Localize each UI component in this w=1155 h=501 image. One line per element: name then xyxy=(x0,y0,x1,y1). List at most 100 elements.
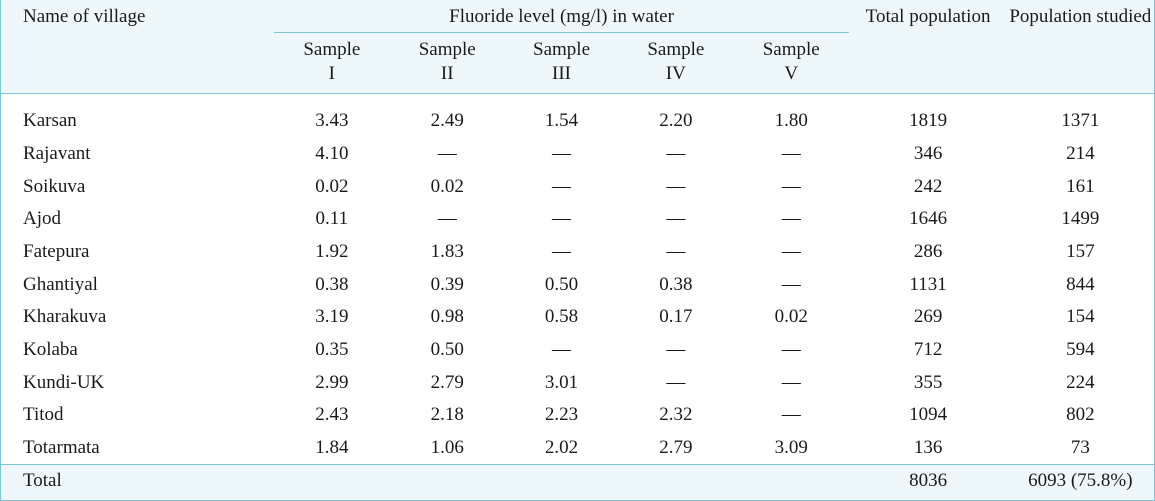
village-name-cell: Totarmata xyxy=(1,431,274,465)
total-population-cell: 1094 xyxy=(849,399,1007,432)
sample-5-cell: — xyxy=(732,137,850,171)
table-header: Name of village Fluoride level (mg/l) in… xyxy=(1,0,1154,94)
sample-4-cell: 0.38 xyxy=(618,268,733,301)
population-studied-cell: 73 xyxy=(1006,431,1154,465)
sample-4-cell: — xyxy=(618,137,733,171)
sample-3-cell: — xyxy=(504,170,619,203)
sample-4-cell: — xyxy=(618,333,733,367)
sample-1-cell: 0.38 xyxy=(273,268,391,301)
sample-1-cell: 1.92 xyxy=(273,235,391,269)
sample-3-cell: 3.01 xyxy=(504,366,619,399)
sample-2-cell: 1.06 xyxy=(390,431,505,465)
sample-3-cell: 1.54 xyxy=(504,93,619,138)
sample-1-cell: 2.99 xyxy=(273,366,391,399)
sample-2-cell: 2.79 xyxy=(390,366,505,399)
sample-1-cell: 0.02 xyxy=(273,170,391,203)
sample-5-cell: — xyxy=(732,170,850,203)
population-studied-cell: 161 xyxy=(1006,170,1154,203)
sample-2-cell: 0.02 xyxy=(390,170,505,203)
sample-1-cell: 3.43 xyxy=(273,93,391,138)
village-name-cell: Kharakuva xyxy=(1,300,274,334)
population-studied-cell: 802 xyxy=(1006,399,1154,432)
header-sample-5: Sample V xyxy=(732,32,850,94)
sample-5-cell: — xyxy=(732,333,850,367)
header-village-name: Name of village xyxy=(1,0,274,94)
total-population-cell: 1131 xyxy=(849,268,1007,301)
sample-3-cell: 2.02 xyxy=(504,431,619,465)
village-name-cell: Ajod xyxy=(1,202,274,236)
table-row: Totarmata 1.84 1.06 2.02 2.79 3.09 136 73 xyxy=(1,431,1154,465)
sample-3-cell: — xyxy=(504,202,619,236)
population-studied-cell: 1371 xyxy=(1006,93,1154,138)
header-sample-4: Sample IV xyxy=(618,32,733,94)
sample-2-cell: 1.83 xyxy=(390,235,505,269)
village-name-cell: Titod xyxy=(1,399,274,432)
population-studied-sum: 6093 (75.8%) xyxy=(1006,463,1154,498)
sample-3-cell: — xyxy=(504,333,619,367)
sample-3-cell: — xyxy=(504,137,619,171)
village-name-cell: Kolaba xyxy=(1,333,274,367)
sample-5-cell: — xyxy=(732,202,850,236)
table-row: Fatepura 1.92 1.83— — —286 157 xyxy=(1,235,1154,269)
sample-1-cell: 1.84 xyxy=(273,431,391,465)
sample-3-cell: 2.23 xyxy=(504,399,619,432)
table-row: Karsan 3.43 2.49 1.54 2.20 1.80 1819 1371 xyxy=(1,93,1154,138)
village-name-cell: Karsan xyxy=(1,93,274,138)
total-population-cell: 286 xyxy=(849,235,1007,269)
sample-5-cell: — xyxy=(732,366,850,399)
sample-1-cell: 4.10 xyxy=(273,137,391,171)
sample-4-cell: 2.20 xyxy=(618,93,733,138)
population-studied-cell: 214 xyxy=(1006,137,1154,171)
table-row: Rajavant 4.10— — — —346 214 xyxy=(1,137,1154,171)
sample-2-cell: — xyxy=(390,137,505,171)
header-sample-1: Sample I xyxy=(273,32,391,94)
total-row: Total 8036 6093 (75.8%) xyxy=(1,463,1154,498)
sample-3-cell: 0.58 xyxy=(504,300,619,334)
village-name-cell: Soikuva xyxy=(1,170,274,203)
table-row: Kundi-UK 2.99 2.79 3.01— —355 224 xyxy=(1,366,1154,399)
population-studied-cell: 1499 xyxy=(1006,202,1154,236)
sample-1-cell: 0.11 xyxy=(273,202,391,236)
sample-5-cell: — xyxy=(732,399,850,432)
sample-3-cell: 0.50 xyxy=(504,268,619,301)
table-row: Kharakuva 3.19 0.98 0.58 0.17 0.02 269 154 xyxy=(1,300,1154,334)
total-population-cell: 712 xyxy=(849,333,1007,367)
total-population-cell: 269 xyxy=(849,300,1007,334)
population-studied-cell: 154 xyxy=(1006,300,1154,334)
sample-2-cell: 0.50 xyxy=(390,333,505,367)
sample-5-cell: 3.09 xyxy=(732,431,850,465)
table-row: Ajod 0.11— — — —1646 1499 xyxy=(1,202,1154,236)
total-population-cell: 136 xyxy=(849,431,1007,465)
population-studied-cell: 157 xyxy=(1006,235,1154,269)
sample-2-cell: 2.49 xyxy=(390,93,505,138)
table-row: Kolaba 0.35 0.50— — —712 594 xyxy=(1,333,1154,367)
total-population-cell: 1819 xyxy=(849,93,1007,138)
sample-5-cell: 1.80 xyxy=(732,93,850,138)
sample-4-cell: — xyxy=(618,202,733,236)
total-population-cell: 346 xyxy=(849,137,1007,171)
sample-2-cell: 0.98 xyxy=(390,300,505,334)
village-name-cell: Fatepura xyxy=(1,235,274,269)
header-total-population: Total population xyxy=(849,0,1007,94)
table-row: Titod 2.43 2.18 2.23 2.32—1094 802 xyxy=(1,399,1154,432)
population-studied-cell: 224 xyxy=(1006,366,1154,399)
header-sample-2: Sample II xyxy=(390,32,505,94)
sample-5-cell: — xyxy=(732,235,850,269)
sample-2-cell: 0.39 xyxy=(390,268,505,301)
sample-5-cell: 0.02 xyxy=(732,300,850,334)
table-row: Soikuva 0.02 0.02— — —242 161 xyxy=(1,170,1154,203)
total-population-cell: 355 xyxy=(849,366,1007,399)
village-name-cell: Ghantiyal xyxy=(1,268,274,301)
sample-4-cell: 2.79 xyxy=(618,431,733,465)
sample-4-cell: 2.32 xyxy=(618,399,733,432)
sample-1-cell: 0.35 xyxy=(273,333,391,367)
village-name-cell: Kundi-UK xyxy=(1,366,274,399)
header-fluoride-level: Fluoride level (mg/l) in water xyxy=(273,0,850,33)
total-population-cell: 242 xyxy=(849,170,1007,203)
population-studied-cell: 844 xyxy=(1006,268,1154,301)
table-body: Karsan 3.43 2.49 1.54 2.20 1.80 1819 1371 Rajava… xyxy=(1,93,1154,498)
village-name-cell: Rajavant xyxy=(1,137,274,171)
table-row: Ghantiyal 0.38 0.39 0.50 0.38—1131 844 xyxy=(1,268,1154,301)
